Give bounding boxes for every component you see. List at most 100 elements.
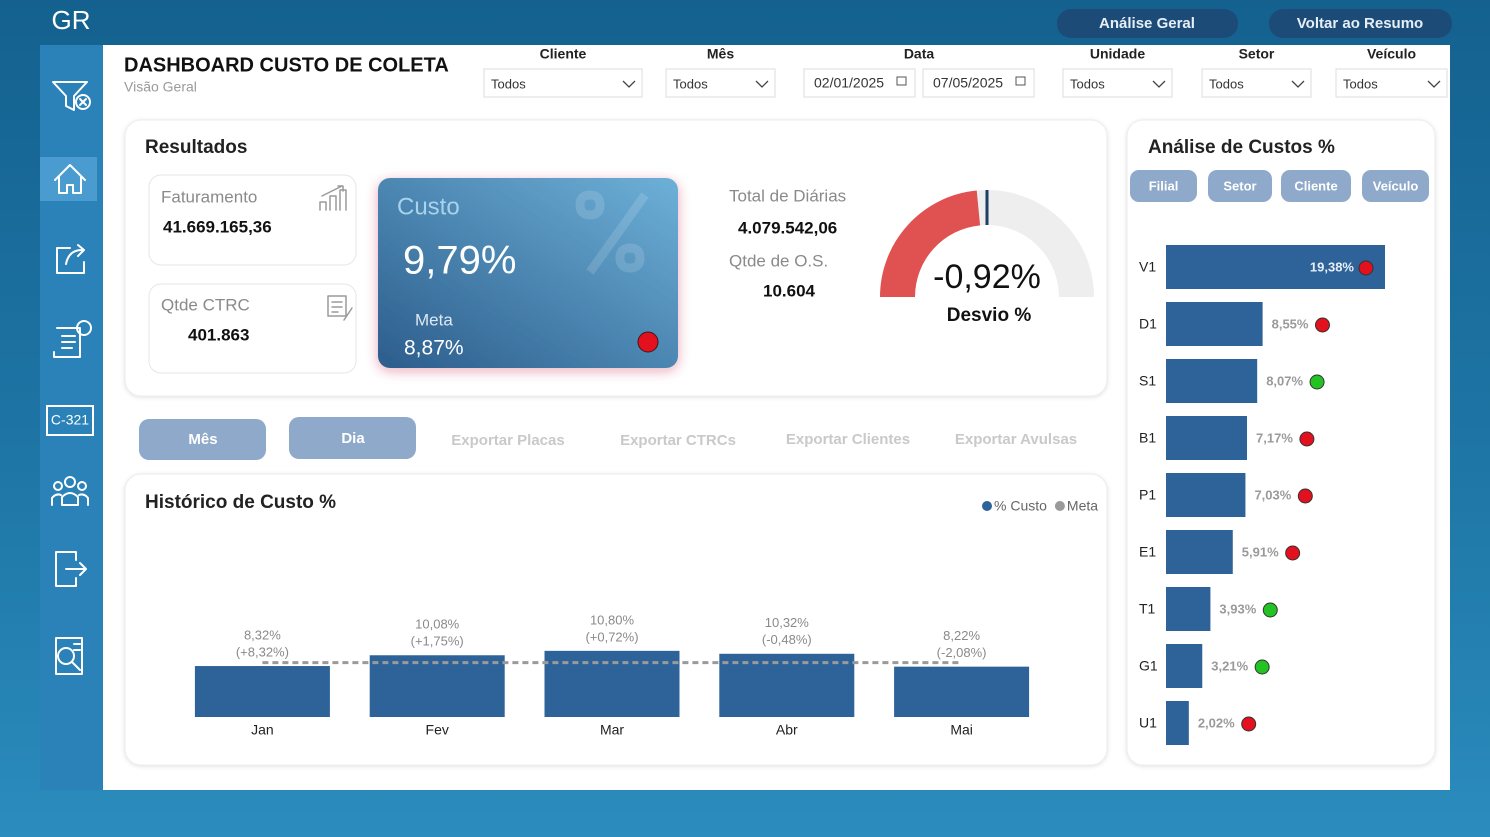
document-icon [327, 295, 353, 321]
dimension-button[interactable] [1281, 170, 1351, 202]
export-link[interactable]: Exportar Clientes [786, 431, 910, 448]
y-tick-label: U1 [1139, 715, 1157, 731]
export-link[interactable]: Exportar Avulsas [955, 431, 1077, 448]
dimension-button[interactable] [1362, 170, 1429, 202]
page-title: DASHBOARD CUSTO DE COLETA [124, 54, 449, 76]
delta-label: (-0,48%) [762, 632, 812, 647]
meta-value: 8,87% [404, 337, 464, 360]
dropdown-chevron[interactable] [1291, 80, 1305, 88]
status-dot [1262, 602, 1278, 618]
y-tick-label: P1 [1139, 487, 1156, 503]
meta-label: Meta [415, 310, 453, 329]
invoice-icon[interactable] [53, 320, 92, 358]
legend-label: Meta [1067, 498, 1098, 514]
bar [894, 666, 1030, 717]
x-tick-label: Fev [426, 722, 449, 738]
x-tick-label: Mai [950, 722, 973, 738]
bar [194, 666, 330, 717]
home-icon[interactable] [54, 164, 86, 194]
delta-label: (-2,08%) [937, 645, 987, 660]
dropdown-chevron[interactable] [622, 80, 636, 88]
calendar-icon [1015, 76, 1026, 86]
gauge-value: -0,92% [933, 258, 1041, 296]
tab-button[interactable] [289, 417, 416, 459]
bar [1166, 302, 1263, 346]
tab-button[interactable] [139, 419, 266, 460]
percent-watermark [575, 190, 649, 275]
dimension-button[interactable] [1208, 170, 1272, 202]
status-dot [1297, 488, 1313, 504]
dropdown[interactable] [1201, 68, 1312, 98]
export-link[interactable]: Exportar CTRCs [620, 432, 736, 449]
dropdown[interactable] [1062, 68, 1173, 98]
dimension-button-label[interactable]: Veículo [1373, 178, 1419, 193]
status-dot [1314, 317, 1330, 333]
kpi-box [148, 174, 357, 266]
filter-icon[interactable] [52, 81, 91, 111]
delta-label: (+8,32%) [236, 644, 289, 659]
value-label: 7,17% [1256, 430, 1293, 445]
nav-button[interactable] [1269, 9, 1452, 38]
status-dot [1299, 431, 1315, 447]
nav-button-label[interactable]: Análise Geral [1099, 15, 1195, 32]
report-icon[interactable] [55, 637, 83, 675]
dropdown-chevron[interactable] [1152, 80, 1166, 88]
y-tick-label: S1 [1139, 373, 1156, 389]
bar [719, 653, 855, 717]
value-label: 7,03% [1254, 487, 1291, 502]
bar [1166, 359, 1258, 403]
sidebar-icons: C-321 [40, 81, 97, 675]
filter-label: Unidade [1090, 46, 1145, 62]
dropdown[interactable] [1335, 68, 1448, 98]
value-label: 5,91% [1242, 544, 1279, 559]
status-dot [1358, 260, 1374, 276]
kpi-label: Qtde de O.S. [729, 251, 828, 270]
custo-label: Custo [397, 193, 460, 220]
dropdown[interactable] [483, 68, 643, 98]
filter-label: Veículo [1367, 46, 1416, 62]
nav-button-label[interactable]: Voltar ao Resumo [1297, 15, 1423, 32]
y-tick-label: B1 [1139, 430, 1156, 446]
gauge-fill [880, 190, 981, 297]
y-tick-label: D1 [1139, 316, 1157, 332]
page-subtitle: Visão Geral [124, 79, 197, 95]
value-label: 8,55% [1272, 316, 1309, 331]
kpi-value: 41.669.165,36 [163, 217, 272, 236]
delta-label: (+0,72%) [585, 629, 638, 644]
dropdown-value: Todos [1343, 76, 1378, 91]
share-icon[interactable] [56, 244, 85, 274]
exit-icon[interactable] [55, 551, 87, 587]
date-value: 07/05/2025 [933, 75, 1003, 91]
custo-value: 9,79% [403, 239, 516, 283]
revenue-icon [319, 185, 347, 211]
custo-card [378, 178, 678, 368]
home-highlight [40, 157, 97, 201]
status-dot [1285, 545, 1301, 561]
status-dot [637, 331, 659, 353]
bar [369, 655, 505, 717]
filter-label: Data [904, 46, 935, 62]
team-icon[interactable] [51, 476, 89, 506]
dimension-button[interactable] [1130, 170, 1197, 202]
dimension-button-label[interactable]: Filial [1149, 178, 1179, 193]
tab-label[interactable]: Mês [188, 431, 217, 448]
value-label: 3,21% [1211, 658, 1248, 673]
y-tick-label: G1 [1139, 658, 1158, 674]
gauge [880, 190, 1094, 297]
export-link[interactable]: Exportar Placas [451, 432, 564, 449]
dimension-button-label[interactable]: Cliente [1294, 178, 1337, 193]
x-tick-label: Jan [251, 722, 274, 738]
dropdown-chevron[interactable] [1427, 80, 1441, 88]
dropdown-value: Todos [491, 76, 526, 91]
nav-button[interactable] [1057, 9, 1238, 38]
value-label: 8,22% [943, 628, 980, 643]
dropdown-chevron[interactable] [755, 80, 769, 88]
dimension-button-label[interactable]: Setor [1223, 178, 1256, 193]
bar [1166, 587, 1211, 631]
bar [544, 650, 680, 717]
value-label: 10,08% [415, 617, 460, 632]
code-icon[interactable] [46, 405, 94, 436]
dropdown[interactable] [665, 68, 776, 98]
tab-label[interactable]: Dia [341, 430, 365, 447]
bar [1166, 701, 1189, 745]
